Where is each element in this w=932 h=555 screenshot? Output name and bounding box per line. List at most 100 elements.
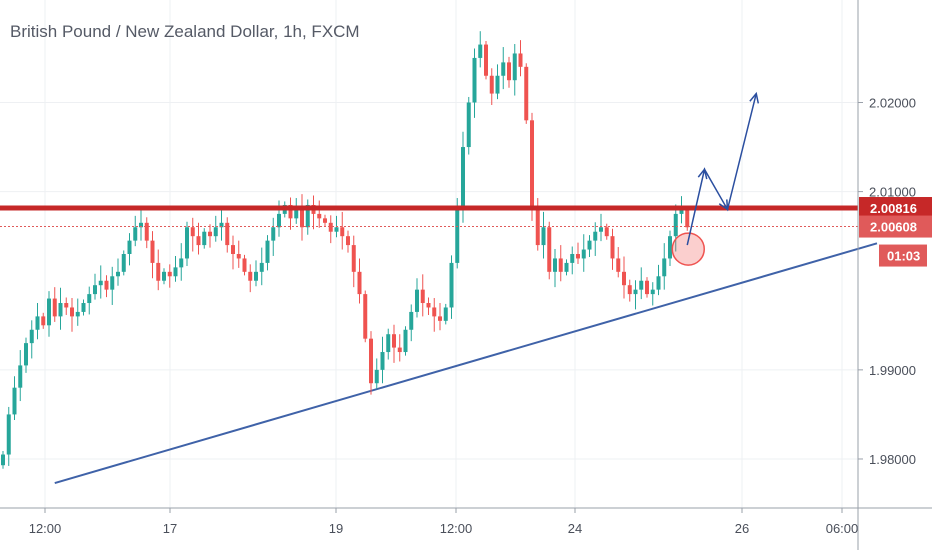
candle-body — [185, 227, 189, 259]
candle-body — [472, 57, 477, 103]
candle-body — [484, 44, 488, 76]
candle-body — [351, 245, 356, 272]
candle-body — [386, 334, 391, 353]
candle-body — [679, 209, 684, 214]
candle-body — [323, 218, 327, 223]
candle-body — [668, 236, 672, 259]
candle-body — [225, 222, 230, 246]
candle-body — [259, 262, 264, 272]
candle-body — [300, 209, 304, 228]
x-tick-label: 06:00 — [826, 521, 859, 536]
candle-body — [685, 209, 690, 228]
y-tick-label: 1.98000 — [869, 452, 916, 467]
candle-body — [610, 236, 615, 259]
candle-body — [426, 303, 431, 308]
candle-body — [202, 231, 207, 246]
price-label: 2.00608 — [870, 220, 917, 235]
candle-body — [58, 303, 63, 317]
candle-body — [133, 227, 138, 241]
candle-body — [248, 271, 253, 281]
candle-body — [41, 316, 46, 326]
candle-body — [461, 147, 465, 210]
candle-body — [139, 222, 143, 228]
x-tick-label: 12:00 — [29, 521, 62, 536]
candle-body — [236, 254, 241, 259]
candle-body — [294, 209, 299, 219]
candle-body — [190, 227, 195, 237]
candle-body — [116, 271, 120, 277]
x-tick-label: 26 — [735, 521, 749, 536]
candle-body — [478, 44, 483, 58]
candle-body — [162, 271, 166, 281]
candle-body — [70, 307, 74, 317]
x-tick-label: 19 — [329, 521, 343, 536]
candle-body — [179, 258, 184, 268]
candle-body — [288, 204, 293, 219]
x-tick-label: 24 — [568, 521, 582, 536]
candle-body — [93, 285, 97, 295]
candles — [1, 31, 690, 469]
candle-body — [24, 343, 28, 366]
candle-body — [12, 387, 17, 415]
projection-arrowhead-2 — [718, 199, 729, 211]
candle-body — [581, 249, 586, 259]
candle-body — [121, 254, 126, 272]
candle-body — [52, 298, 57, 317]
price-label: 2.00816 — [870, 201, 917, 216]
highlight-circle — [671, 232, 705, 266]
candle-body — [254, 271, 258, 281]
candle-body — [35, 316, 40, 330]
countdown-label: 01:03 — [887, 249, 920, 264]
candle-body — [593, 231, 598, 241]
candle-body — [110, 276, 115, 290]
candle-body — [369, 338, 373, 384]
projection-arrowhead-1 — [697, 167, 708, 180]
candle-body — [403, 329, 408, 353]
trendline-layer — [54, 242, 878, 485]
candle-body — [144, 222, 149, 241]
candle-body — [466, 102, 471, 148]
candle-body — [547, 227, 552, 272]
candle-body — [357, 271, 362, 295]
candle-body — [558, 258, 563, 272]
candle-body — [167, 271, 172, 277]
candle-body — [150, 240, 155, 263]
candle-body — [29, 329, 34, 344]
candle-body — [317, 213, 322, 219]
candle-body — [340, 227, 345, 237]
candle-body — [443, 307, 448, 321]
candle-body — [87, 294, 92, 304]
candle-body — [432, 307, 437, 317]
candle-body — [489, 75, 494, 94]
y-tick-label: 1.99000 — [869, 363, 916, 378]
candle-body — [75, 311, 80, 317]
candle-body — [213, 227, 218, 237]
candle-body — [277, 213, 281, 228]
candle-body — [616, 258, 621, 272]
x-tick-label: 12:00 — [440, 521, 473, 536]
candle-body — [415, 289, 419, 312]
candle-body — [392, 334, 396, 348]
price-label-box — [859, 215, 932, 238]
candle-body — [564, 262, 569, 272]
candle-body — [518, 53, 523, 67]
candle-body — [374, 369, 379, 384]
candle-body — [455, 209, 460, 263]
candle-body — [104, 280, 109, 290]
candle-body — [196, 236, 201, 246]
candle-body — [64, 303, 69, 308]
candle-body — [449, 262, 454, 308]
candle-body — [535, 209, 540, 246]
candle-body — [650, 289, 655, 295]
candle-body — [524, 66, 529, 121]
grid — [0, 0, 858, 508]
candle-body — [673, 213, 678, 237]
candle-body — [627, 285, 632, 295]
candle-body — [541, 227, 546, 246]
candle-body — [380, 352, 385, 370]
candle-body — [305, 204, 310, 228]
candle-body — [409, 311, 414, 330]
candle-body — [570, 254, 575, 263]
